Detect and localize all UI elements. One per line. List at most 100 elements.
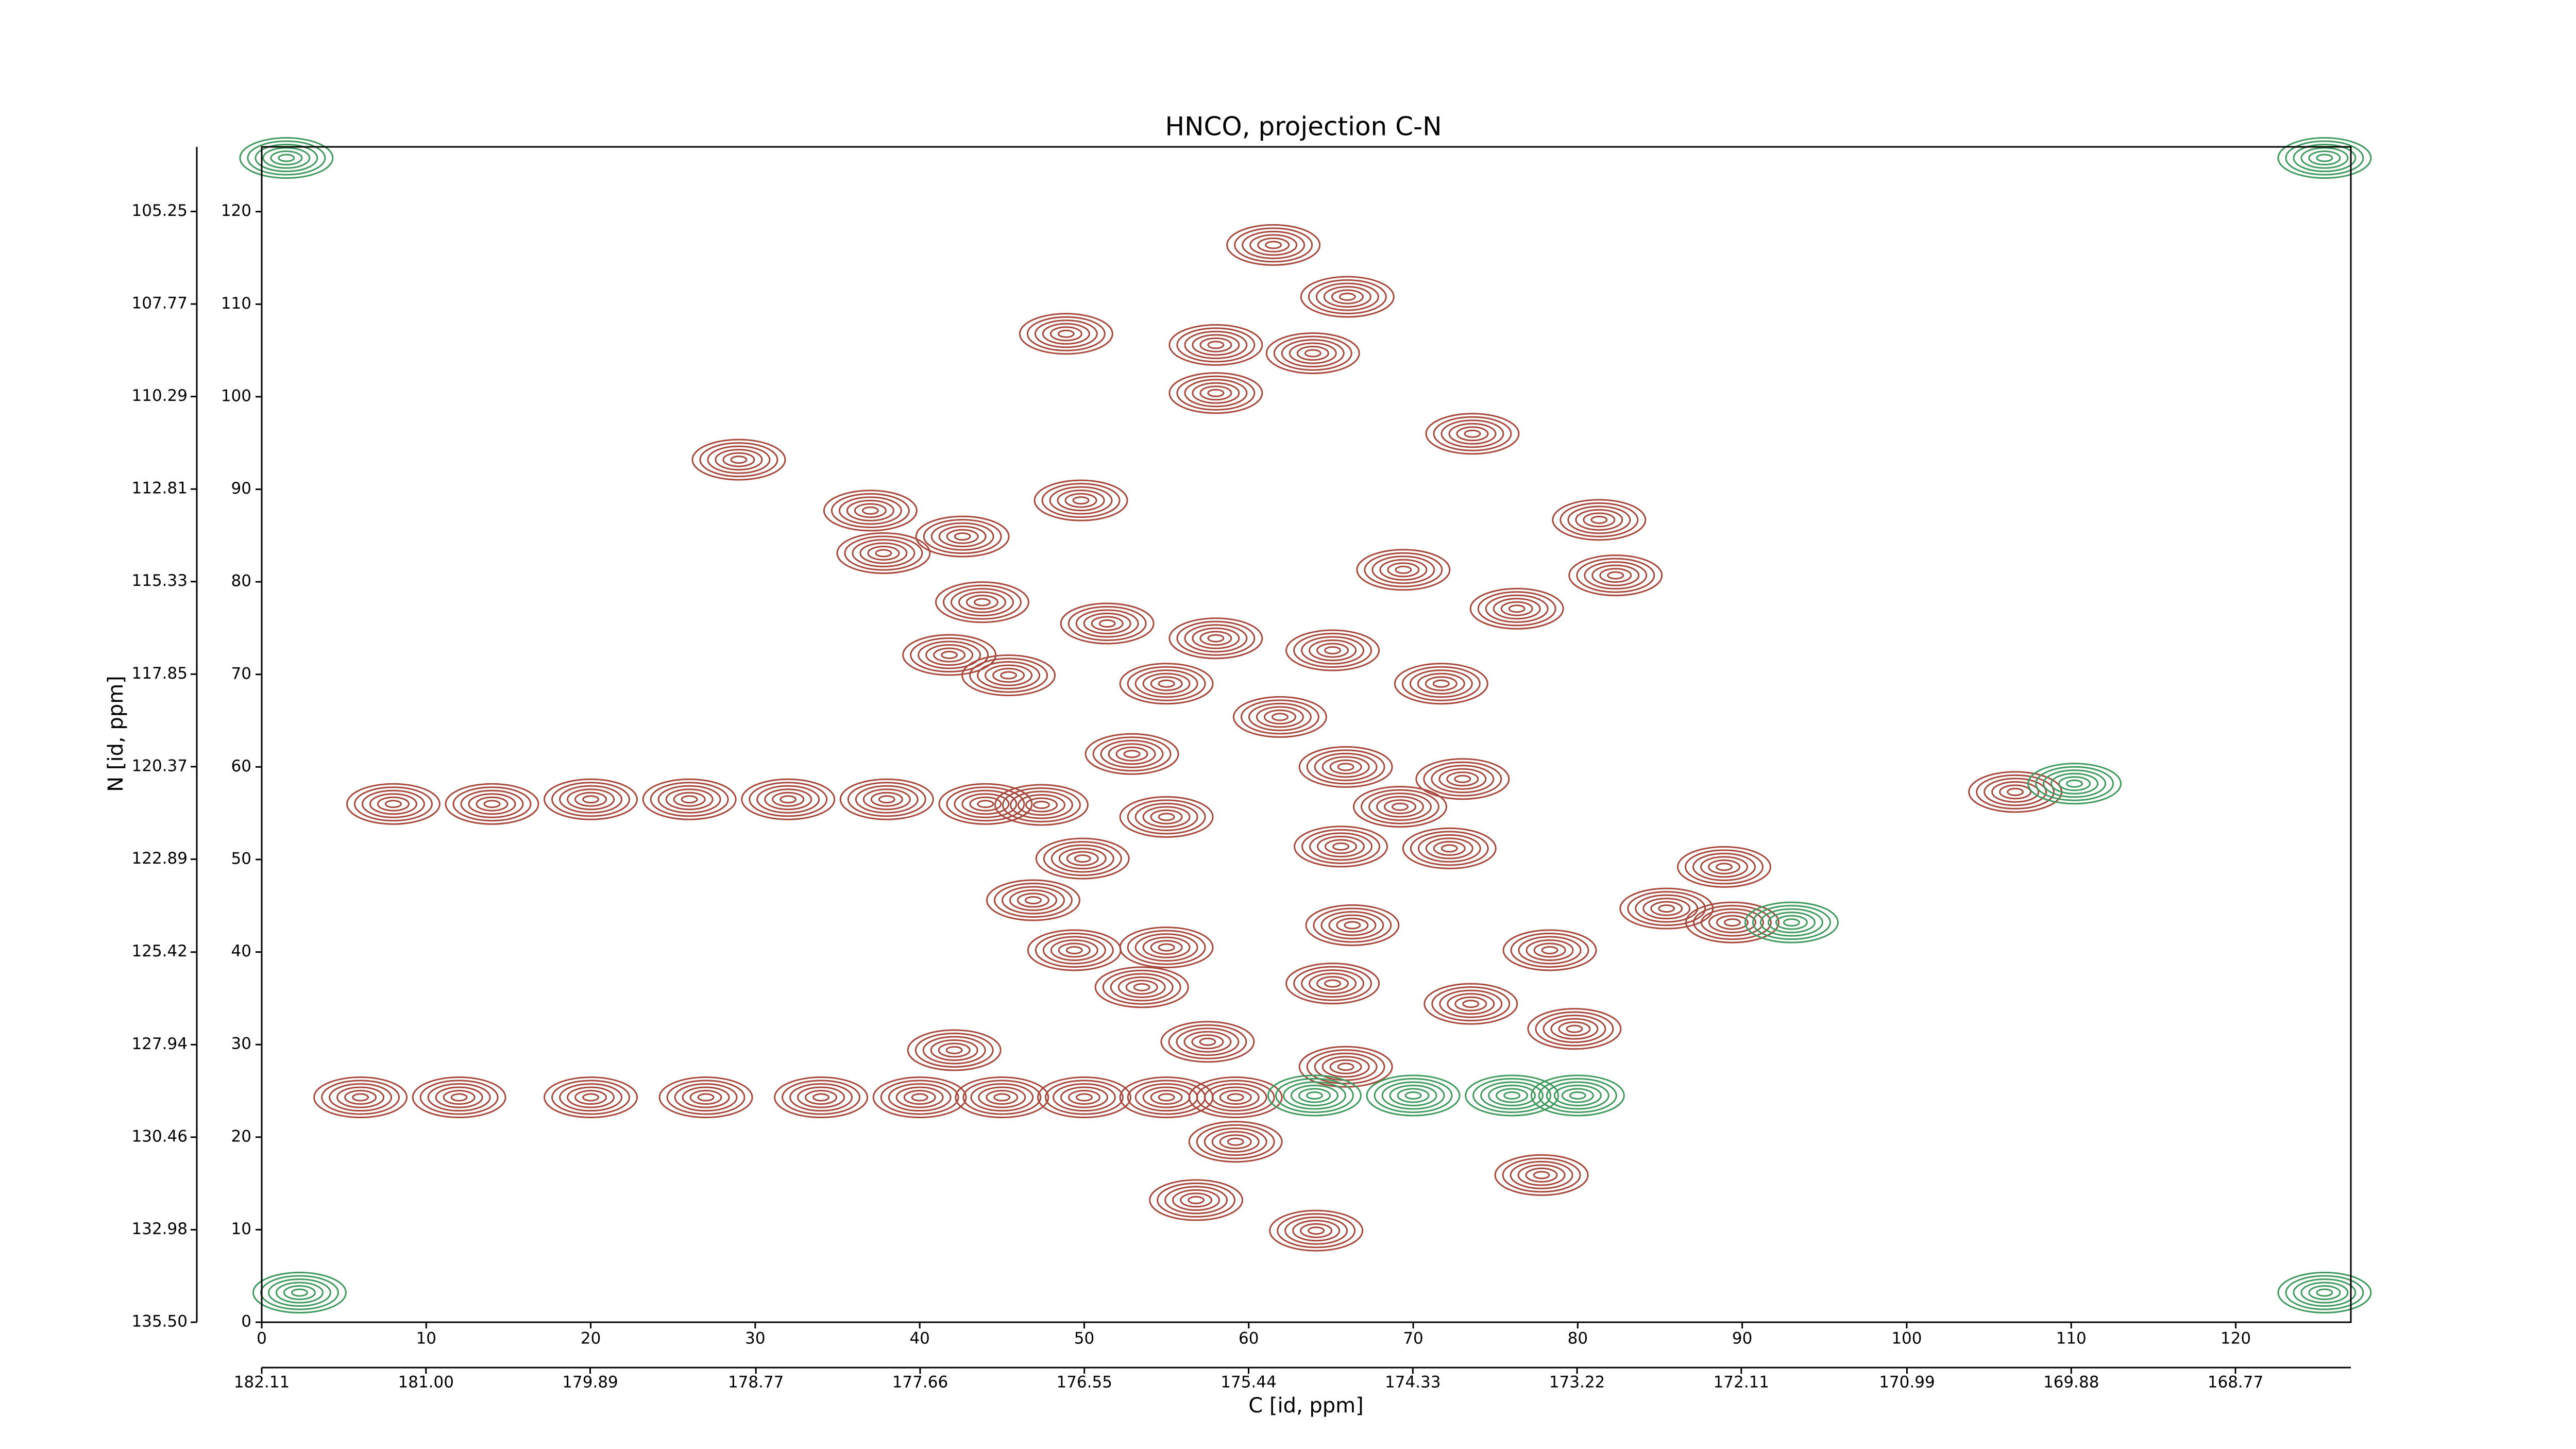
- contour-ring: [730, 456, 748, 464]
- contour-ring: [1494, 1154, 1589, 1196]
- x2-tick-label: 177.66: [892, 1373, 948, 1392]
- contour-ring: [1446, 771, 1479, 787]
- x-tick-label: 70: [1403, 1329, 1423, 1348]
- contour-ring: [1313, 907, 1392, 943]
- contour-ring: [1041, 483, 1121, 518]
- contour-ring: [247, 140, 326, 176]
- x2-tick-label: 170.99: [1879, 1373, 1935, 1392]
- y-tick-label: 30: [231, 1035, 251, 1053]
- contour-ring: [1033, 479, 1128, 521]
- x2-tick-label: 182.11: [234, 1373, 290, 1392]
- contour-ring: [782, 1080, 861, 1115]
- contour-ring: [252, 1272, 347, 1314]
- contour-ring: [1273, 335, 1352, 371]
- contour-ring: [961, 654, 1056, 697]
- contour-ring: [674, 1083, 738, 1112]
- contour-ring: [544, 778, 638, 820]
- contour-ring: [657, 785, 721, 814]
- contour-ring: [1566, 1024, 1583, 1033]
- contour-ring: [1447, 993, 1495, 1015]
- contour-ring: [1583, 512, 1616, 528]
- y-tick-label: 40: [231, 942, 251, 961]
- contour-ring: [935, 581, 1029, 624]
- contour-ring: [846, 499, 894, 521]
- contour-ring: [1248, 702, 1312, 731]
- contour-ring: [1503, 1091, 1521, 1100]
- contour-ring: [1074, 854, 1091, 863]
- contour-ring: [682, 1086, 730, 1108]
- contour-ring: [255, 144, 318, 173]
- contour-ring: [1075, 609, 1139, 638]
- contour-ring: [1300, 276, 1395, 318]
- contour-ring: [1265, 332, 1360, 375]
- contour-ring: [985, 664, 1033, 686]
- contour-ring: [1009, 790, 1073, 819]
- contour-ring: [1191, 1034, 1224, 1050]
- contour-ring: [689, 1090, 722, 1105]
- contour-ring: [1402, 827, 1497, 869]
- contour-ring: [888, 1083, 952, 1112]
- contour-ring: [930, 522, 994, 551]
- contour-ring: [1127, 1080, 1206, 1115]
- contour-ring: [741, 778, 836, 820]
- x-tick-label: 60: [1239, 1329, 1259, 1348]
- contour-ring: [1364, 552, 1443, 587]
- contour-ring: [1338, 292, 1356, 301]
- contour-ring: [283, 1285, 316, 1301]
- y2-tick-label: 125.42: [132, 942, 188, 961]
- contour-ring: [1042, 936, 1106, 965]
- contour-ring: [1500, 601, 1533, 616]
- contour-ring: [1219, 1134, 1252, 1150]
- contour-ring: [567, 788, 615, 811]
- contour-ring: [1211, 1131, 1260, 1153]
- contour-ring: [468, 793, 516, 815]
- x-tick-label: 30: [745, 1329, 765, 1348]
- contour-ring: [1064, 493, 1097, 508]
- contour-ring: [1049, 326, 1082, 342]
- contour-ring: [973, 598, 991, 606]
- contour-ring: [544, 1076, 638, 1119]
- contour-ring: [419, 1080, 499, 1115]
- contour-ring: [977, 800, 994, 808]
- contour-ring: [460, 789, 524, 818]
- contour-ring: [1298, 746, 1393, 788]
- contour-ring: [1256, 706, 1304, 728]
- contour-ring: [772, 791, 805, 807]
- contour-ring: [1306, 1091, 1323, 1100]
- contour-ring: [978, 1086, 1026, 1108]
- contour-ring: [1306, 1049, 1385, 1085]
- contour-ring: [239, 137, 334, 179]
- contour-ring: [1284, 1216, 1348, 1245]
- contour-ring: [1553, 1084, 1602, 1106]
- contour-ring: [715, 449, 763, 471]
- contour-ring: [1158, 813, 1175, 821]
- y-tick-label: 100: [221, 386, 251, 405]
- contour-ring: [336, 1086, 385, 1108]
- contour-ring: [1502, 1157, 1581, 1193]
- contour-ring: [962, 1080, 1042, 1115]
- contour-ring: [1017, 794, 1065, 816]
- contour-ring: [1404, 1091, 1422, 1100]
- contour-ring: [2277, 1272, 2372, 1314]
- contour-ring: [1119, 1076, 1214, 1119]
- x-tick-label: 110: [2056, 1329, 2087, 1348]
- contour-ring: [861, 506, 879, 515]
- contour-ring: [1196, 1124, 1275, 1159]
- contour-ring: [1360, 789, 1439, 824]
- contour-ring: [1157, 1182, 1236, 1218]
- contour-ring: [895, 1086, 944, 1108]
- contour-ring: [1296, 346, 1329, 361]
- contour-ring: [1176, 375, 1256, 411]
- contour-ring: [764, 788, 812, 811]
- x-tick-label: 120: [2221, 1329, 2251, 1348]
- contour-ring: [1538, 1077, 1617, 1113]
- contour-ring: [1035, 932, 1114, 968]
- contour-ring: [1134, 1083, 1198, 1112]
- contour-ring: [1304, 349, 1321, 358]
- contour-ring: [1196, 1080, 1275, 1115]
- contour-ring: [1502, 929, 1597, 971]
- contour-ring: [1324, 979, 1342, 988]
- contour-ring: [855, 785, 919, 814]
- contour-ring: [1037, 1076, 1131, 1119]
- y-tick-label: 60: [231, 757, 251, 776]
